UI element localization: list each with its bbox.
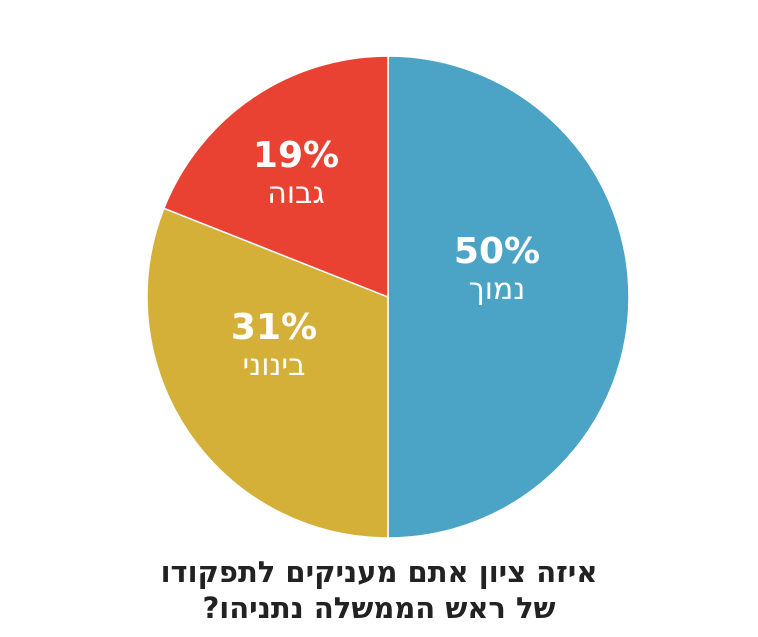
- slice-category-medium: בינוני: [242, 348, 306, 383]
- pie-slice-high: [162, 55, 389, 299]
- pie-slice-low: [387, 55, 630, 539]
- slice-label-medium: 31% בינוני: [231, 308, 317, 384]
- slice-category-low: נמוך: [468, 272, 526, 307]
- chart-caption-line-2: של ראש הממשלה נתניהו?: [202, 591, 556, 625]
- slice-label-high: 19% גבוה: [253, 136, 339, 212]
- pie-slice-medium: [146, 207, 389, 539]
- slice-category-high: גבוה: [267, 176, 325, 211]
- slice-label-low: 50% נמוך: [454, 232, 540, 308]
- slice-percent-high: 19%: [252, 135, 340, 176]
- slice-percent-medium: 31%: [230, 307, 318, 348]
- slice-percent-low: 50%: [453, 231, 541, 272]
- chart-caption-line-1: איזה ציון אתם מעניקים לתפקודו: [160, 555, 598, 589]
- pie-slices: [146, 55, 630, 539]
